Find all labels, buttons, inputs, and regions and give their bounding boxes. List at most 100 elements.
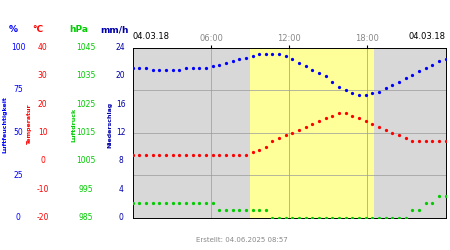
Point [236, 208, 243, 212]
Point [395, 216, 402, 220]
Point [329, 216, 336, 220]
Text: Niederschlag: Niederschlag [108, 102, 113, 148]
Point [349, 114, 356, 117]
Point [409, 139, 416, 143]
Text: 04.03.18: 04.03.18 [409, 32, 446, 41]
Point [275, 52, 283, 56]
Point [422, 139, 429, 143]
Point [402, 216, 409, 220]
Point [262, 145, 270, 149]
Point [356, 116, 363, 120]
Point [216, 208, 223, 212]
Point [302, 64, 309, 68]
Point [302, 216, 309, 220]
Text: 1015: 1015 [76, 128, 95, 137]
Point [402, 136, 409, 140]
Point [375, 216, 382, 220]
Point [349, 92, 356, 96]
Text: 50: 50 [13, 128, 23, 137]
Point [428, 139, 436, 143]
Text: 16: 16 [116, 100, 126, 109]
Point [335, 84, 342, 88]
Text: 985: 985 [78, 213, 93, 222]
Text: 1025: 1025 [76, 100, 95, 109]
Point [369, 92, 376, 96]
Point [176, 201, 183, 205]
Point [389, 216, 396, 220]
Point [356, 216, 363, 220]
Text: 0: 0 [16, 213, 20, 222]
Text: Erstellt: 04.06.2025 08:57: Erstellt: 04.06.2025 08:57 [196, 236, 288, 242]
Point [282, 133, 289, 137]
Text: 1005: 1005 [76, 156, 95, 165]
Point [369, 122, 376, 126]
Point [329, 114, 336, 117]
Point [309, 216, 316, 220]
Point [296, 216, 303, 220]
Text: hPa: hPa [69, 26, 88, 35]
Point [382, 128, 389, 132]
Point [216, 62, 223, 66]
Point [162, 201, 170, 205]
Point [149, 68, 156, 71]
Text: Luftdruck: Luftdruck [72, 108, 77, 142]
Text: 0: 0 [118, 213, 123, 222]
Point [289, 58, 296, 62]
Point [362, 216, 369, 220]
Point [275, 216, 283, 220]
Point [242, 56, 249, 60]
Point [256, 52, 263, 56]
Point [196, 153, 203, 157]
Point [415, 139, 423, 143]
Point [409, 208, 416, 212]
Point [196, 66, 203, 70]
Point [409, 73, 416, 77]
Point [382, 86, 389, 90]
Point [395, 80, 402, 84]
Point [309, 122, 316, 126]
Text: °C: °C [33, 26, 44, 35]
Point [182, 153, 189, 157]
Point [129, 66, 136, 70]
Text: 995: 995 [78, 185, 93, 194]
Point [356, 93, 363, 97]
Point [262, 208, 270, 212]
Bar [250, 48, 374, 217]
Point [349, 216, 356, 220]
Point [156, 68, 163, 71]
Point [375, 125, 382, 129]
Text: 40: 40 [38, 43, 48, 52]
Point [229, 208, 236, 212]
Point [182, 66, 189, 70]
Point [335, 111, 342, 115]
Text: 30: 30 [38, 71, 48, 80]
Point [342, 111, 349, 115]
Point [302, 125, 309, 129]
Text: 75: 75 [13, 86, 23, 94]
Point [249, 150, 256, 154]
Text: 20: 20 [38, 100, 48, 109]
Point [136, 66, 143, 70]
Point [322, 74, 329, 78]
Point [189, 201, 196, 205]
Text: %: % [9, 26, 18, 35]
Point [415, 69, 423, 73]
Point [129, 153, 136, 157]
Point [422, 66, 429, 70]
Point [143, 66, 150, 70]
Point [209, 201, 216, 205]
Point [289, 216, 296, 220]
Point [382, 216, 389, 220]
Point [189, 153, 196, 157]
Point [182, 201, 189, 205]
Text: Temperatur: Temperatur [27, 105, 32, 145]
Point [442, 58, 449, 62]
Point [342, 216, 349, 220]
Point [136, 201, 143, 205]
Text: 24: 24 [116, 43, 126, 52]
Point [222, 153, 230, 157]
Point [322, 116, 329, 120]
Point [315, 216, 323, 220]
Point [202, 153, 210, 157]
Point [435, 139, 442, 143]
